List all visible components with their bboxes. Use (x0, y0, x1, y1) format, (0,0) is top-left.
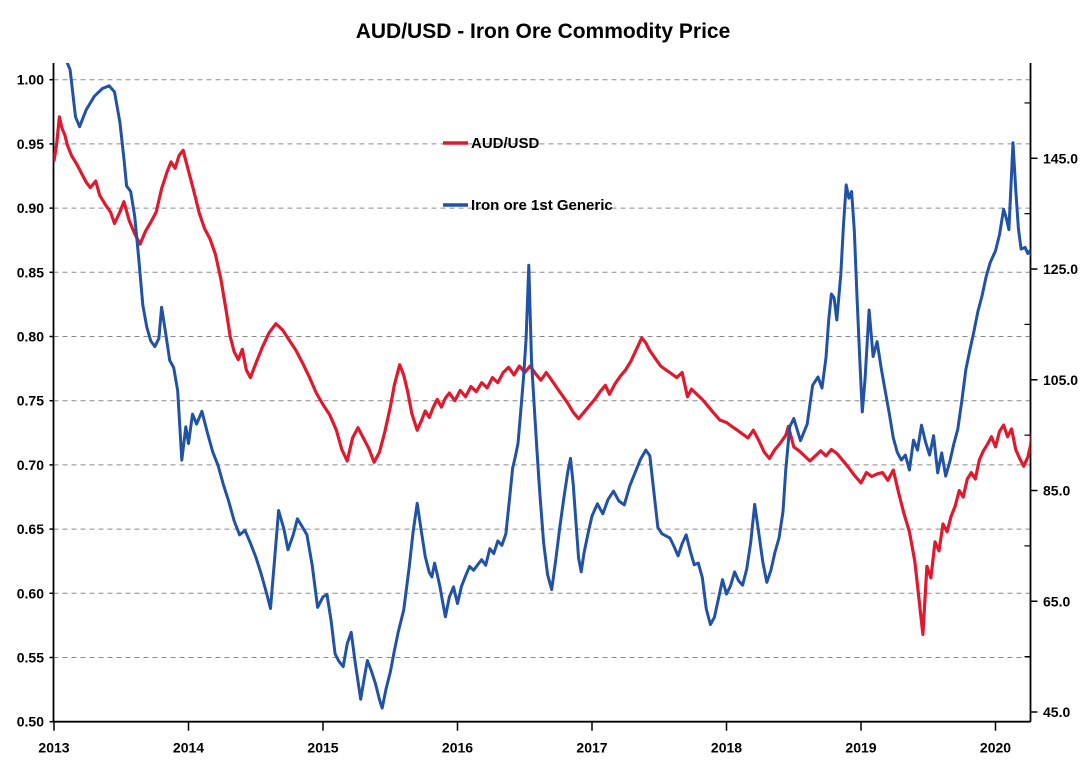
x-axis-label: 2014 (173, 740, 204, 756)
y-axis-left-label: 1.00 (17, 72, 44, 88)
y-axis-right-label: 125.0 (1043, 261, 1078, 277)
y-axis-left-label: 0.85 (17, 264, 44, 280)
iron-ore-line (65, 63, 1031, 710)
y-axis-left-label: 0.70 (17, 457, 44, 473)
axes-group (49, 63, 1038, 731)
y-axis-right-label: 45.0 (1043, 704, 1070, 720)
y-axis-left-label: 0.65 (17, 521, 44, 537)
x-axis-label: 2018 (711, 740, 742, 756)
x-axis-label: 2019 (845, 740, 876, 756)
y-axis-left-label: 0.90 (17, 200, 44, 216)
y-axis-left-label: 0.95 (17, 136, 44, 152)
y-axis-right-label: 65.0 (1043, 593, 1070, 609)
legend-label-aud-usd: AUD/USD (471, 135, 540, 152)
y-axis-right-label: 85.0 (1043, 483, 1070, 499)
legend-item-iron-ore: Iron ore 1st Generic (443, 197, 613, 214)
legend-label-iron-ore: Iron ore 1st Generic (471, 197, 613, 214)
axis-labels-group: 1.00 0.95 0.90 0.85 0.80 0.75 0.70 0.65 0.60 0.55… (17, 72, 1078, 756)
gridlines-group (53, 79, 1031, 658)
x-axis-label: 2020 (980, 740, 1011, 756)
plot-area (53, 63, 1031, 710)
legend: AUD/USD Iron ore 1st Generic (443, 135, 613, 214)
y-axis-left-label: 0.50 (17, 714, 44, 730)
y-axis-left-label: 0.60 (17, 585, 44, 601)
y-axis-right-label: 145.0 (1043, 150, 1078, 166)
x-axis-label: 2017 (576, 740, 607, 756)
y-axis-left-label: 0.80 (17, 329, 44, 345)
x-axis-label: 2015 (307, 740, 338, 756)
legend-item-aud-usd: AUD/USD (443, 135, 540, 152)
aud-usd-line (53, 115, 1031, 636)
y-axis-right-label: 105.0 (1043, 372, 1078, 388)
y-axis-left-label: 0.75 (17, 393, 44, 409)
chart-title: AUD/USD - Iron Ore Commodity Price (356, 20, 731, 43)
x-axis-label: 2016 (442, 740, 473, 756)
y-axis-left-label: 0.55 (17, 650, 44, 666)
x-axis-label: 2013 (38, 740, 69, 756)
